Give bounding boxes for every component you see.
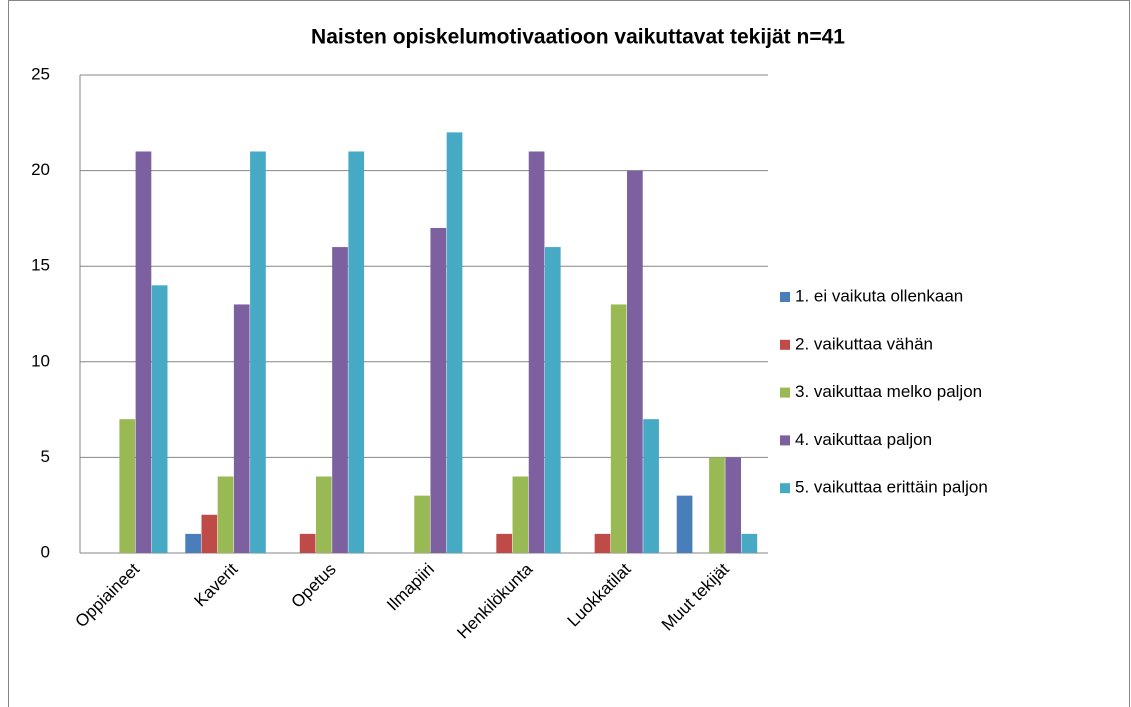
legend-label: 3. vaikuttaa melko paljon: [795, 382, 982, 401]
bar: [709, 457, 725, 553]
y-tick-label: 20: [31, 160, 50, 179]
x-tick-label: Ilmapiiri: [383, 560, 438, 615]
bar: [430, 227, 447, 553]
legend-label: 4. vaikuttaa paljon: [795, 430, 932, 449]
chart-border: [8, 0, 1130, 707]
bar: [627, 170, 643, 553]
bar: [348, 151, 365, 554]
bar: [643, 419, 659, 553]
bar: [446, 132, 463, 554]
bar: [135, 151, 152, 554]
bar: [414, 495, 430, 553]
x-tick-label: Muut tekijät: [658, 559, 733, 634]
y-tick-label: 10: [31, 351, 50, 370]
x-tick-label: Kaverit: [191, 559, 242, 610]
legend-label: 1. ei vaikuta ollenkaan: [795, 286, 963, 305]
bar: [528, 151, 545, 554]
bar: [233, 304, 250, 553]
bar: [676, 495, 693, 553]
legend-swatch: [780, 387, 790, 398]
bar: [185, 533, 201, 553]
chart-title: Naisten opiskelumotivaatioon vaikuttavat…: [311, 26, 845, 49]
bar: [151, 285, 168, 553]
bar: [512, 476, 529, 553]
y-tick-label: 0: [41, 542, 50, 561]
bar: [217, 476, 234, 553]
x-tick-label: Henkilökunta: [453, 559, 536, 642]
y-tick-label: 15: [31, 256, 50, 275]
bar: [741, 533, 758, 553]
bar: [496, 533, 513, 553]
legend-swatch: [780, 292, 790, 302]
x-tick-label: Oppiaineet: [72, 559, 144, 631]
y-tick-label: 5: [41, 447, 50, 466]
legend-label: 5. vaikuttaa erittäin paljon: [795, 478, 988, 497]
bar: [725, 457, 742, 553]
bar: [332, 247, 348, 553]
bar: [610, 304, 627, 553]
bar: [119, 419, 136, 553]
legend-label: 2. vaikuttaa vähän: [795, 334, 933, 353]
bar: [250, 151, 266, 554]
bar: [315, 476, 332, 553]
x-tick-label: Luokkatilat: [564, 559, 635, 630]
legend-swatch: [780, 339, 790, 350]
bar: [594, 533, 611, 553]
bar: [299, 533, 316, 553]
bar: [544, 247, 561, 553]
bar: [201, 514, 218, 553]
y-tick-label: 25: [31, 64, 50, 83]
legend-swatch: [780, 435, 790, 446]
legend-swatch: [780, 483, 790, 494]
x-tick-label: Opetus: [288, 560, 340, 612]
